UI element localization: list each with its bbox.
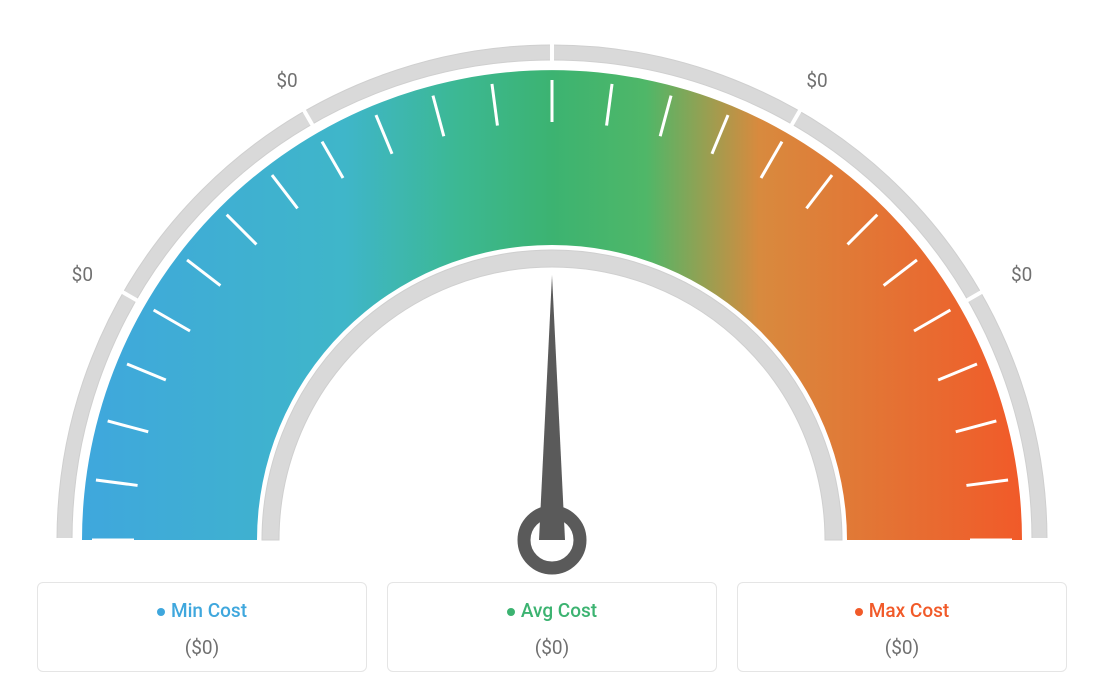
legend-card-avg: Avg Cost ($0): [387, 582, 717, 672]
gauge-needle: [539, 275, 565, 540]
tick-label: $0: [1011, 263, 1032, 286]
legend-card-min: Min Cost ($0): [37, 582, 367, 672]
cost-gauge-widget: $0$0$0$0$0$0$0 Min Cost ($0) Avg Cost ($…: [0, 0, 1104, 690]
tick-label: $0: [541, 20, 562, 21]
legend-value-avg: ($0): [398, 636, 706, 659]
tick-label: $0: [276, 69, 297, 92]
legend-dot-max: [855, 608, 863, 616]
legend-label-max-text: Max Cost: [869, 599, 949, 622]
legend-card-max: Max Cost ($0): [737, 582, 1067, 672]
gauge-chart: $0$0$0$0$0$0$0: [52, 20, 1052, 580]
legend-label-avg-text: Avg Cost: [521, 599, 597, 622]
legend-value-max: ($0): [748, 636, 1056, 659]
legend-label-min: Min Cost: [48, 599, 356, 622]
tick-label: $0: [806, 69, 827, 92]
legend-row: Min Cost ($0) Avg Cost ($0) Max Cost ($0…: [37, 582, 1067, 672]
legend-dot-min: [157, 608, 165, 616]
legend-label-avg: Avg Cost: [398, 599, 706, 622]
legend-dot-avg: [507, 608, 515, 616]
legend-label-max: Max Cost: [748, 599, 1056, 622]
legend-label-min-text: Min Cost: [171, 599, 247, 622]
legend-value-min: ($0): [48, 636, 356, 659]
tick-label: $0: [72, 263, 93, 286]
